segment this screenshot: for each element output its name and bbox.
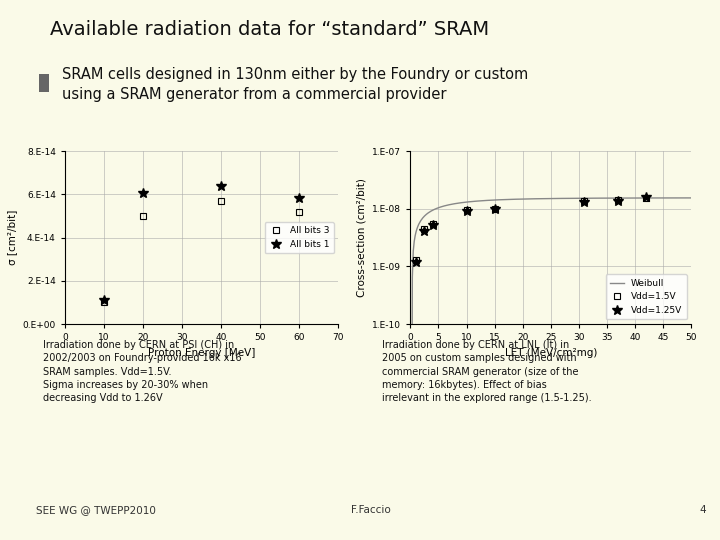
Bar xyxy=(40,73,49,92)
Line: Vdd=1.25V: Vdd=1.25V xyxy=(411,192,651,267)
X-axis label: Proton Energy [MeV]: Proton Energy [MeV] xyxy=(148,348,256,357)
Vdd=1.5V xyxy=(490,206,499,212)
Vdd=1.5V xyxy=(614,197,623,204)
Vdd=1.5V xyxy=(428,220,437,227)
Text: Irradiation done by CERN at LNL (It) in
2005 on custom samples designed with
com: Irradiation done by CERN at LNL (It) in … xyxy=(382,340,591,403)
Line: All bits 3: All bits 3 xyxy=(100,198,303,306)
Legend: Weibull, Vdd=1.5V, Vdd=1.25V: Weibull, Vdd=1.5V, Vdd=1.25V xyxy=(606,274,687,320)
X-axis label: LET (MeV/cm²mg): LET (MeV/cm²mg) xyxy=(505,348,597,357)
Vdd=1.25V xyxy=(462,208,471,214)
All bits 1 xyxy=(139,190,148,197)
All bits 3 xyxy=(295,208,304,215)
Text: Available radiation data for “standard” SRAM: Available radiation data for “standard” … xyxy=(50,20,490,39)
Vdd=1.25V xyxy=(642,194,651,200)
All bits 3 xyxy=(217,198,225,204)
Weibull xyxy=(578,195,587,201)
Weibull xyxy=(572,195,581,201)
Line: All bits 1: All bits 1 xyxy=(99,181,304,305)
Y-axis label: σ [cm²/bit]: σ [cm²/bit] xyxy=(7,210,17,265)
Text: 4: 4 xyxy=(699,505,706,515)
Weibull xyxy=(643,195,652,201)
All bits 3 xyxy=(139,213,148,219)
Vdd=1.25V xyxy=(428,222,437,228)
Line: Weibull: Weibull xyxy=(410,198,691,540)
Y-axis label: Cross-section (cm²/bit): Cross-section (cm²/bit) xyxy=(357,178,366,297)
All bits 3 xyxy=(99,299,108,306)
Vdd=1.25V xyxy=(580,199,589,205)
All bits 1 xyxy=(295,194,304,201)
Vdd=1.25V xyxy=(614,198,623,204)
Vdd=1.25V xyxy=(420,227,429,234)
Weibull xyxy=(687,195,696,201)
All bits 1 xyxy=(99,297,108,303)
Vdd=1.25V xyxy=(412,259,420,265)
Weibull xyxy=(660,195,669,201)
Text: SRAM cells designed in 130nm either by the Foundry or custom
using a SRAM genera: SRAM cells designed in 130nm either by t… xyxy=(63,68,528,102)
Legend: All bits 3, All bits 1: All bits 3, All bits 1 xyxy=(264,222,334,253)
Text: SEE WG @ TWEPP2010: SEE WG @ TWEPP2010 xyxy=(36,505,156,515)
Vdd=1.5V xyxy=(462,207,471,213)
Vdd=1.5V xyxy=(580,198,589,205)
Text: F.Faccio: F.Faccio xyxy=(351,505,391,515)
Vdd=1.5V xyxy=(642,194,651,201)
Vdd=1.25V xyxy=(490,206,499,213)
Weibull xyxy=(573,195,582,201)
Text: Irradiation done by CERN at PSI (CH) in
2002/2003 on Foundry-provided 16k x16
SR: Irradiation done by CERN at PSI (CH) in … xyxy=(43,340,242,403)
Vdd=1.5V xyxy=(412,256,420,263)
Vdd=1.5V xyxy=(420,226,429,232)
All bits 1 xyxy=(217,183,225,189)
Line: Vdd=1.5V: Vdd=1.5V xyxy=(413,194,649,264)
